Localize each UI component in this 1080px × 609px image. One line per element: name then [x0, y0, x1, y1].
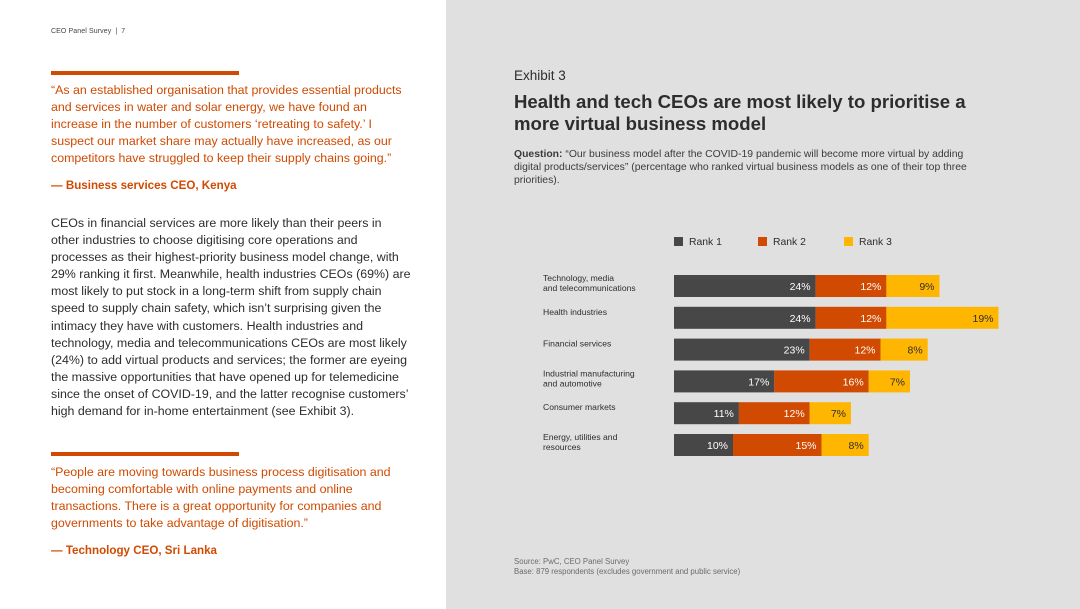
bar-segment-rank-2 [815, 306, 887, 329]
bar-value-label: 8% [908, 345, 923, 357]
bar-value-label: 8% [849, 440, 864, 452]
bar-value-label: 11% [714, 408, 734, 420]
quote-text: “People are moving towards business proc… [51, 465, 391, 531]
source-line: Source: PwC, CEO Panel Survey [514, 557, 630, 566]
header-title: CEO Panel Survey [51, 28, 112, 35]
body-paragraph: CEOs in financial services are more like… [51, 216, 411, 419]
legend-swatch [674, 237, 683, 246]
quote-rule [51, 71, 239, 75]
legend-label: Rank 3 [859, 237, 892, 248]
page-number: 7 [121, 28, 126, 35]
exhibit-title: Health and tech CEOs are most likely to … [514, 91, 966, 134]
bar-value-label: 15% [795, 440, 816, 452]
category-label: Industrial manufacturing [543, 368, 635, 378]
bar-value-label: 17% [748, 376, 769, 388]
bar-value-label: 12% [860, 313, 881, 325]
category-label: Health industries [543, 307, 607, 317]
bar-segment-rank-3 [886, 306, 999, 329]
bar-segment-rank-2 [738, 402, 810, 425]
bar-segment-rank-1 [674, 370, 775, 393]
bar-value-label: 9% [919, 281, 934, 293]
category-label: and telecommunications [543, 283, 636, 293]
bar-segment-rank-3 [880, 338, 928, 361]
category-label: Technology, media [543, 273, 614, 283]
base-line: Base: 879 respondents (excludes governme… [514, 567, 741, 576]
category-label: Energy, utilities and [543, 432, 618, 442]
category-label: Financial services [543, 339, 611, 349]
quote-attribution: — Technology CEO, Sri Lanka [51, 544, 217, 557]
header-separator: | [115, 28, 118, 35]
bar-segment-rank-2 [733, 434, 822, 456]
quote-text: “As an established organisation that pro… [51, 83, 402, 166]
bar-value-label: 24% [790, 281, 811, 293]
bar-value-label: 12% [854, 345, 875, 357]
bar-segment-rank-1 [674, 275, 816, 297]
bar-segment-rank-1 [674, 306, 816, 329]
legend-swatch [758, 237, 767, 246]
bar-value-label: 7% [831, 408, 846, 420]
category-label: and automotive [543, 378, 602, 388]
quote-attribution: — Business services CEO, Kenya [51, 179, 237, 192]
bar-value-label: 12% [784, 408, 805, 420]
bar-segment-rank-3 [809, 402, 851, 425]
quote-rule [51, 452, 239, 456]
bar-value-label: 7% [890, 376, 905, 388]
legend-swatch [844, 237, 853, 246]
legend-label: Rank 2 [773, 237, 806, 248]
bar-value-label: 16% [843, 376, 864, 388]
exhibit-question: Question: “Our business model after the … [514, 148, 969, 187]
bar-value-label: 12% [860, 281, 881, 293]
question-text: “Our business model after the COVID-19 p… [514, 149, 967, 186]
category-label: Consumer markets [543, 402, 616, 412]
bar-value-label: 19% [972, 313, 993, 325]
bar-segment-rank-2 [815, 275, 887, 297]
legend-item: Rank 3 [844, 237, 892, 248]
exhibit-panel [446, 0, 1080, 609]
question-label: Question: [514, 149, 563, 160]
left-panel [0, 0, 446, 609]
bar-segment-rank-2 [809, 338, 881, 361]
legend-label: Rank 1 [689, 237, 722, 248]
bar-segment-rank-1 [674, 434, 733, 456]
bar-value-label: 24% [790, 313, 811, 325]
bar-segment-rank-3 [821, 434, 869, 456]
bar-segment-rank-3 [868, 370, 910, 393]
bar-segment-rank-1 [674, 338, 810, 361]
bar-segment-rank-1 [674, 402, 739, 425]
bar-value-label: 10% [707, 440, 728, 452]
chart-source: Source: PwC, CEO Panel Survey Base: 879 … [514, 557, 740, 577]
bar-segment-rank-2 [774, 370, 869, 393]
bar-value-label: 23% [784, 345, 805, 357]
category-label: resources [543, 442, 581, 452]
legend-item: Rank 2 [758, 237, 806, 248]
page-header: CEO Panel Survey | 7 [51, 28, 125, 35]
exhibit-label: Exhibit 3 [514, 68, 566, 83]
legend-item: Rank 1 [674, 237, 722, 248]
bar-segment-rank-3 [886, 275, 940, 297]
